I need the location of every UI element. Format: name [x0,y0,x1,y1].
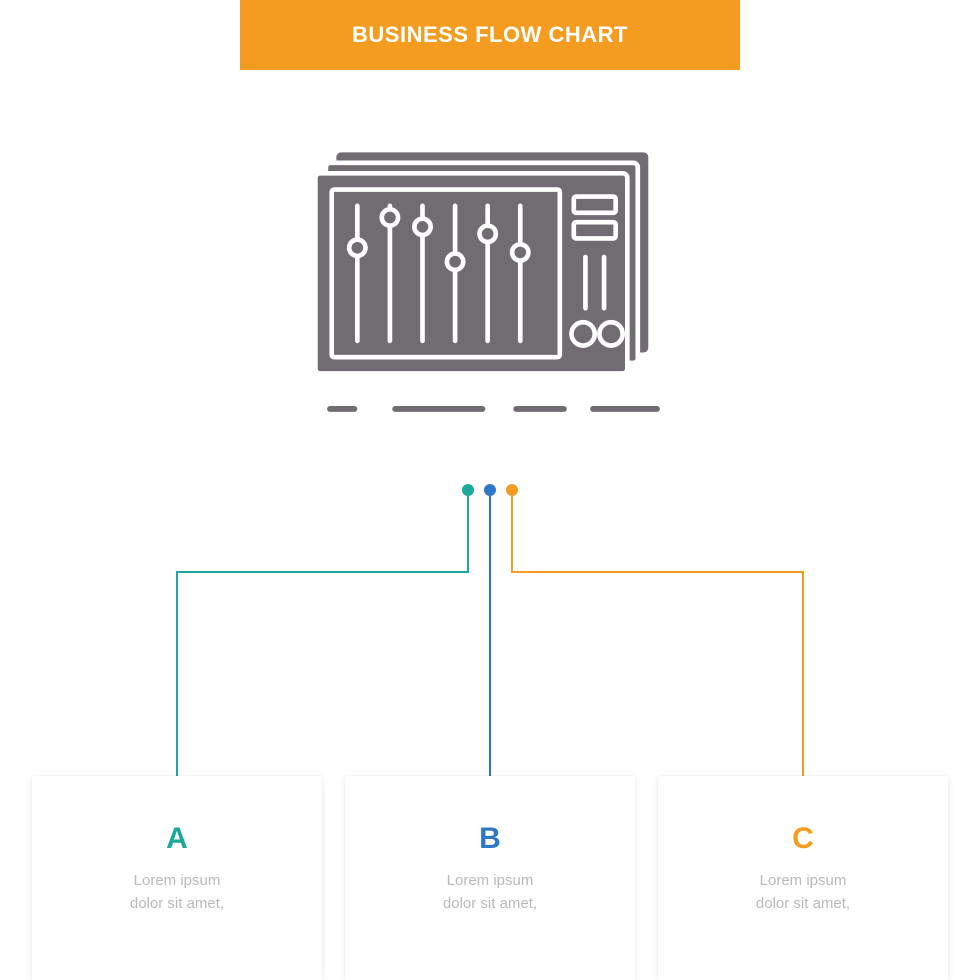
title-banner: BUSINESS FLOW CHART [240,0,740,70]
option-card-a: A Lorem ipsum dolor sit amet, [32,776,322,980]
infographic-canvas: { "header": { "title": "BUSINESS FLOW CH… [0,0,980,980]
audio-mixer-console-icon [315,150,665,420]
option-letter: B [345,822,635,856]
option-body: Lorem ipsum dolor sit amet, [32,870,322,915]
option-card-b: B Lorem ipsum dolor sit amet, [345,776,635,980]
option-body: Lorem ipsum dolor sit amet, [345,870,635,915]
option-body: Lorem ipsum dolor sit amet, [658,870,948,915]
option-letter: C [658,822,948,856]
option-letter: A [32,822,322,856]
central-icon-wrap [315,150,665,420]
option-card-c: C Lorem ipsum dolor sit amet, [658,776,948,980]
